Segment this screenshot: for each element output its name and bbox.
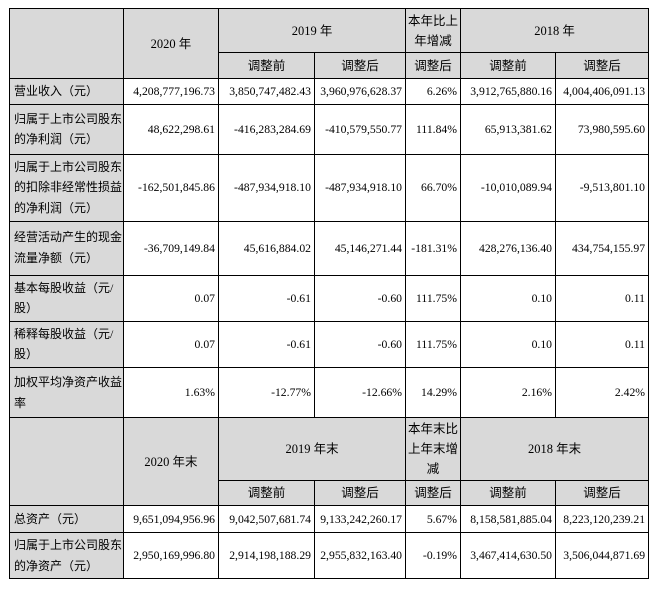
table-row-diluted-eps: 稀释每股收益（元/股） 0.07 -0.61 -0.60 111.75% 0.1… (9, 320, 650, 369)
cell-value: -12.66% (313, 367, 407, 418)
cell-value: 0.11 (555, 274, 650, 322)
table-row-weighted-avg-roe: 加权平均净资产收益率 1.63% -12.77% -12.66% 14.29% … (9, 367, 650, 418)
cell-value: 0.07 (123, 320, 219, 369)
section1-corner-cell (9, 8, 124, 79)
cell-value: 0.11 (555, 320, 650, 369)
cell-value: 9,042,507,681.74 (218, 505, 315, 533)
row-label: 归属于上市公司股东的扣除非经常性损益的净利润（元） (9, 153, 124, 222)
table-row-total-assets: 总资产（元） 9,651,094,956.96 9,042,507,681.74… (9, 505, 650, 533)
cell-value: 3,960,976,628.37 (313, 78, 407, 105)
cell-value: 111.75% (405, 320, 462, 369)
cell-value: -12.77% (218, 367, 315, 418)
cell-value: 9,651,094,956.96 (123, 505, 219, 533)
cell-value: 111.75% (405, 274, 462, 322)
section2-corner-cell (9, 417, 124, 506)
header-yearend-2020: 2020 年末 (123, 417, 219, 506)
cell-value: -410,579,550.77 (313, 103, 407, 155)
cell-value: 45,146,271.44 (313, 220, 407, 276)
header-yearend-change-adj-after: 调整后 (405, 480, 462, 506)
section1-header-years-row: 2020 年 2019 年 本年比上年增减 2018 年 (9, 8, 650, 79)
cell-value: -0.60 (313, 320, 407, 369)
section1-header-adjust-row: 调整前 调整后 调整后 调整前 调整后 (10, 52, 650, 79)
cell-value: -181.31% (405, 220, 462, 276)
header-yearend-2018-adj-after: 调整后 (555, 480, 650, 506)
row-label: 加权平均净资产收益率 (9, 367, 124, 418)
financial-summary-table: 2020 年 2019 年 本年比上年增减 2018 年 调整前 调整后 调整后… (9, 8, 650, 580)
header-change-adj-after: 调整后 (405, 52, 462, 79)
cell-value: 65,913,381.62 (460, 103, 557, 155)
header-yearend-change: 本年末比上年末增减 (405, 417, 462, 481)
header-yoy-change: 本年比上年增减 (405, 8, 462, 53)
cell-value: -36,709,149.84 (123, 220, 219, 276)
cell-value: 48,622,298.61 (123, 103, 219, 155)
cell-value: -0.19% (405, 531, 462, 580)
cell-value: -0.61 (218, 274, 315, 322)
cell-value: 0.10 (460, 274, 557, 322)
cell-value: 66.70% (405, 153, 462, 222)
cell-value: 6.26% (405, 78, 462, 105)
header-yearend-2018-adj-before: 调整前 (460, 480, 557, 506)
row-label: 基本每股收益（元/股） (9, 274, 124, 322)
header-2018-adj-after: 调整后 (555, 52, 650, 79)
cell-value: 3,850,747,482.43 (218, 78, 315, 105)
cell-value: 4,004,406,091.13 (555, 78, 650, 105)
cell-value: -0.60 (313, 274, 407, 322)
cell-value: 111.84% (405, 103, 462, 155)
header-year-2018: 2018 年 (460, 8, 650, 53)
cell-value: -0.61 (218, 320, 315, 369)
header-yearend-2019: 2019 年末 (217, 417, 407, 481)
table-row-operating-cash-flow: 经营活动产生的现金流量净额（元） -36,709,149.84 45,616,8… (9, 220, 650, 276)
cell-value: 3,506,044,871.69 (555, 531, 650, 580)
table-row-net-profit: 归属于上市公司股东的净利润（元） 48,622,298.61 -416,283,… (9, 103, 650, 155)
cell-value: -162,501,845.86 (123, 153, 219, 222)
cell-value: 8,158,581,885.04 (460, 505, 557, 533)
cell-value: 3,467,414,630.50 (460, 531, 557, 580)
cell-value: 4,208,777,196.73 (123, 78, 219, 105)
cell-value: -416,283,284.69 (218, 103, 315, 155)
cell-value: 2,955,832,163.40 (313, 531, 407, 580)
row-label: 稀释每股收益（元/股） (9, 320, 124, 369)
cell-value: -10,010,089.94 (460, 153, 557, 222)
header-2019-adj-before: 调整前 (218, 52, 315, 79)
cell-value: 2,950,169,996.80 (123, 531, 219, 580)
row-label: 经营活动产生的现金流量净额（元） (9, 220, 124, 276)
table-row-basic-eps: 基本每股收益（元/股） 0.07 -0.61 -0.60 111.75% 0.1… (9, 274, 650, 322)
header-year-2019: 2019 年 (217, 8, 407, 53)
header-yearend-2019-adj-before: 调整前 (218, 480, 315, 506)
section2-header-years-row: 2020 年末 2019 年末 本年末比上年末增减 2018 年末 (9, 417, 650, 506)
header-2019-adj-after: 调整后 (313, 52, 407, 79)
cell-value: 2,914,198,188.29 (218, 531, 315, 580)
header-year-2020: 2020 年 (123, 8, 219, 79)
cell-value: -487,934,918.10 (218, 153, 315, 222)
cell-value: -487,934,918.10 (313, 153, 407, 222)
cell-value: 428,276,136.40 (460, 220, 557, 276)
cell-value: 45,616,884.02 (218, 220, 315, 276)
header-2018-adj-before: 调整前 (460, 52, 557, 79)
cell-value: -9,513,801.10 (555, 153, 650, 222)
row-label: 归属于上市公司股东的净利润（元） (9, 103, 124, 155)
cell-value: 73,980,595.60 (555, 103, 650, 155)
cell-value: 2.42% (555, 367, 650, 418)
cell-value: 2.16% (460, 367, 557, 418)
header-yearend-2019-adj-after: 调整后 (313, 480, 407, 506)
cell-value: 0.10 (460, 320, 557, 369)
row-label: 总资产（元） (9, 505, 124, 533)
section2-header-adjust-row: 调整前 调整后 调整后 调整前 调整后 (10, 480, 650, 506)
cell-value: 9,133,242,260.17 (313, 505, 407, 533)
table-row-revenue: 营业收入（元） 4,208,777,196.73 3,850,747,482.4… (9, 78, 650, 105)
cell-value: 1.63% (123, 367, 219, 418)
cell-value: 5.67% (405, 505, 462, 533)
cell-value: 0.07 (123, 274, 219, 322)
cell-value: 434,754,155.97 (555, 220, 650, 276)
row-label: 营业收入（元） (9, 78, 124, 105)
cell-value: 8,223,120,239.21 (555, 505, 650, 533)
row-label: 归属于上市公司股东的净资产（元） (9, 531, 124, 580)
table-row-net-profit-excl-nonrecurring: 归属于上市公司股东的扣除非经常性损益的净利润（元） -162,501,845.8… (9, 153, 650, 222)
table-row-net-assets: 归属于上市公司股东的净资产（元） 2,950,169,996.80 2,914,… (9, 531, 650, 580)
cell-value: 3,912,765,880.16 (460, 78, 557, 105)
cell-value: 14.29% (405, 367, 462, 418)
header-yearend-2018: 2018 年末 (460, 417, 650, 481)
